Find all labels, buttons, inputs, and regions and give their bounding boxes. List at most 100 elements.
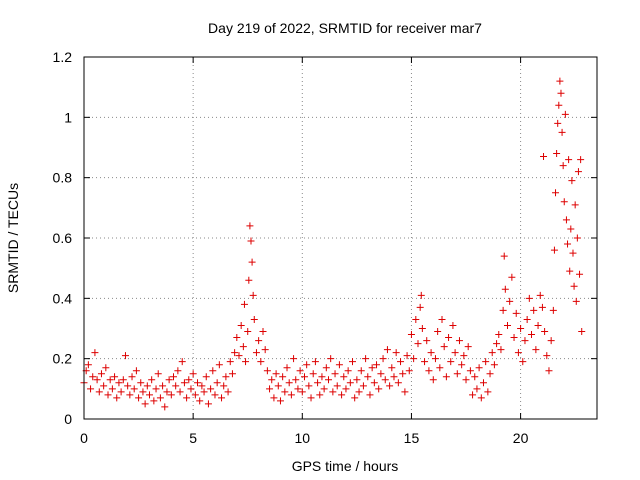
data-point bbox=[532, 346, 540, 354]
data-point bbox=[215, 361, 223, 369]
data-point bbox=[226, 358, 234, 366]
data-point bbox=[272, 370, 280, 378]
data-point bbox=[416, 303, 424, 311]
data-point bbox=[191, 391, 199, 399]
data-point bbox=[558, 128, 566, 136]
data-point bbox=[333, 382, 341, 390]
data-point bbox=[401, 388, 409, 396]
data-point bbox=[259, 328, 267, 336]
data-point bbox=[458, 361, 466, 369]
data-point bbox=[545, 367, 553, 375]
data-point bbox=[84, 361, 92, 369]
data-point bbox=[281, 388, 289, 396]
data-point bbox=[434, 328, 442, 336]
y-axis: 0 0.2 0.4 0.6 0.8 1 1.2 bbox=[53, 49, 597, 427]
data-point bbox=[185, 376, 193, 384]
y-tick-label: 1.2 bbox=[53, 49, 73, 65]
data-point bbox=[294, 385, 302, 393]
data-point bbox=[342, 385, 350, 393]
data-point bbox=[412, 315, 420, 323]
data-point bbox=[569, 249, 577, 257]
data-point bbox=[375, 385, 383, 393]
data-point bbox=[314, 379, 322, 387]
data-point bbox=[292, 376, 300, 384]
data-point bbox=[455, 337, 463, 345]
y-tick-label: 0.8 bbox=[53, 170, 73, 186]
data-point bbox=[572, 297, 580, 305]
grid bbox=[84, 57, 597, 419]
data-point bbox=[349, 358, 357, 366]
data-point bbox=[224, 388, 232, 396]
chart-title: Day 219 of 2022, SRMTID for receiver mar… bbox=[208, 20, 482, 36]
data-point bbox=[571, 201, 579, 209]
data-point bbox=[113, 394, 121, 402]
data-point bbox=[514, 349, 522, 357]
y-axis-title: SRMTID / TECUs bbox=[5, 183, 21, 293]
data-point bbox=[392, 349, 400, 357]
data-point bbox=[285, 379, 293, 387]
data-point bbox=[198, 382, 206, 390]
data-point bbox=[340, 373, 348, 381]
data-point bbox=[460, 352, 468, 360]
data-point bbox=[373, 361, 381, 369]
data-point bbox=[239, 343, 247, 351]
data-point bbox=[403, 352, 411, 360]
data-point bbox=[475, 364, 483, 372]
data-point bbox=[423, 337, 431, 345]
data-point bbox=[338, 391, 346, 399]
data-point bbox=[178, 358, 186, 366]
data-point bbox=[553, 150, 561, 158]
data-point bbox=[209, 367, 217, 375]
data-point bbox=[497, 346, 505, 354]
data-point bbox=[163, 388, 171, 396]
data-point bbox=[165, 376, 173, 384]
data-point bbox=[540, 153, 548, 161]
data-point bbox=[200, 388, 208, 396]
data-point bbox=[287, 391, 295, 399]
data-point bbox=[479, 379, 487, 387]
data-point bbox=[549, 306, 557, 314]
data-point bbox=[296, 367, 304, 375]
data-point bbox=[298, 388, 306, 396]
data-point bbox=[431, 355, 439, 363]
data-point bbox=[213, 379, 221, 387]
data-point bbox=[477, 394, 485, 402]
data-point bbox=[252, 349, 260, 357]
data-point bbox=[410, 355, 418, 363]
data-point bbox=[102, 364, 110, 372]
data-series bbox=[80, 77, 586, 411]
data-point bbox=[248, 258, 256, 266]
data-point bbox=[425, 367, 433, 375]
data-point bbox=[562, 216, 570, 224]
data-point bbox=[335, 361, 343, 369]
data-point bbox=[189, 370, 197, 378]
data-point bbox=[108, 385, 116, 393]
data-point bbox=[283, 364, 291, 372]
data-point bbox=[442, 373, 450, 381]
data-point bbox=[141, 400, 149, 408]
data-point bbox=[300, 373, 308, 381]
data-point bbox=[290, 355, 298, 363]
data-point bbox=[309, 370, 317, 378]
data-point bbox=[145, 391, 153, 399]
data-point bbox=[237, 321, 245, 329]
data-point bbox=[89, 373, 97, 381]
data-point bbox=[324, 376, 332, 384]
data-point bbox=[462, 376, 470, 384]
plot-frame bbox=[83, 56, 598, 420]
x-tick-label: 20 bbox=[513, 430, 529, 446]
data-point bbox=[327, 355, 335, 363]
data-point bbox=[366, 391, 374, 399]
data-point bbox=[240, 300, 248, 308]
x-axis-title: GPS time / hours bbox=[292, 458, 399, 474]
data-point bbox=[565, 156, 573, 164]
data-point bbox=[500, 252, 508, 260]
data-point bbox=[117, 388, 125, 396]
data-point bbox=[536, 291, 544, 299]
data-point bbox=[559, 162, 567, 170]
data-point bbox=[517, 325, 525, 332]
data-point bbox=[466, 367, 474, 375]
data-point bbox=[506, 297, 514, 305]
data-point bbox=[399, 370, 407, 378]
data-point bbox=[429, 376, 437, 384]
